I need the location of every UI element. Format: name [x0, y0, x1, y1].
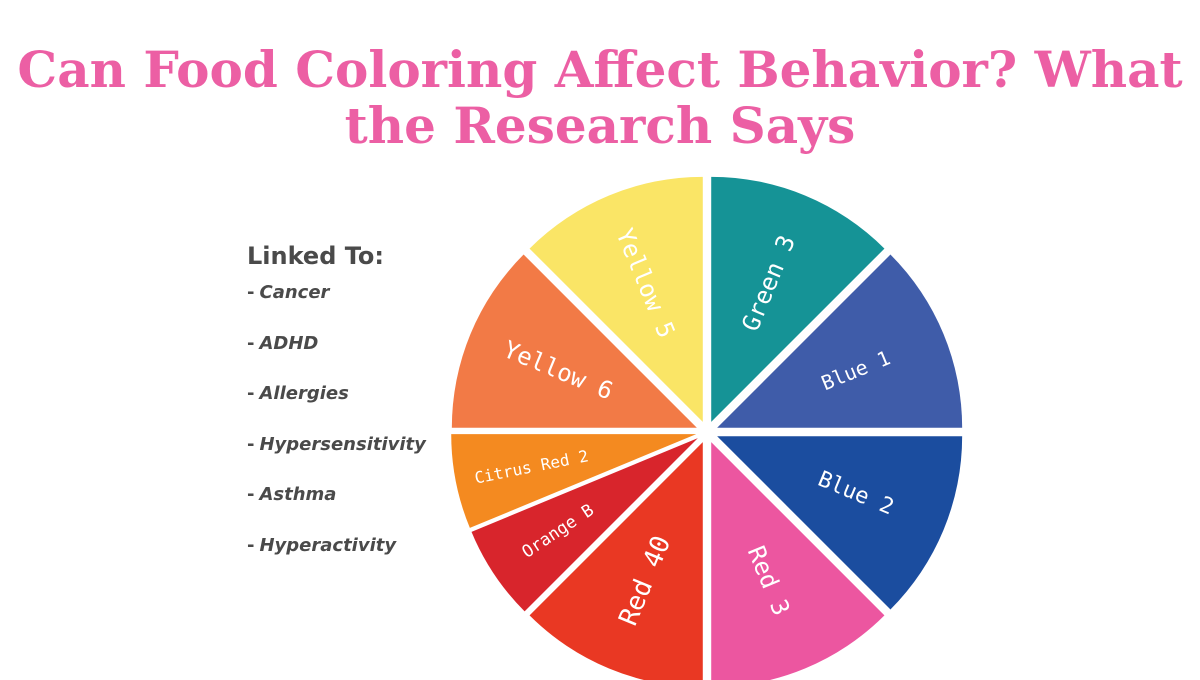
- linked-to-item: - Allergies: [247, 383, 467, 434]
- title-line-1: Can Food Coloring Affect Behavior? What: [17, 40, 1183, 99]
- linked-to-item: - Hyperactivity: [247, 535, 467, 586]
- pie-slice-orange-b: [471, 438, 698, 612]
- dash-glyph: -: [247, 433, 255, 455]
- linked-to-item-label: Hyperactivity: [259, 534, 397, 556]
- linked-to-item-label: Allergies: [259, 383, 349, 404]
- page-title: Can Food Coloring Affect Behavior? What …: [0, 42, 1200, 154]
- pie-slice-green-3: [711, 176, 885, 422]
- linked-to-item: - Cancer: [247, 282, 467, 333]
- pie-slice-red-40: [529, 442, 703, 680]
- linked-to-item: - ADHD: [247, 333, 467, 384]
- linked-to-item: - Asthma: [247, 484, 467, 535]
- pie-slice-citrus-red-2: [451, 434, 697, 528]
- dash-glyph: -: [247, 332, 255, 354]
- title-line-2: the Research Says: [344, 96, 856, 155]
- linked-to-item-label: Cancer: [259, 282, 330, 303]
- dash-glyph: -: [247, 282, 255, 303]
- pie-slice-yellow-5: [529, 176, 703, 422]
- linked-to-item-label: Hypersensitivity: [259, 433, 426, 455]
- pie-slice-blue-1: [717, 254, 963, 428]
- dash-glyph: -: [247, 383, 255, 404]
- linked-to-item: - Hypersensitivity: [247, 434, 467, 485]
- linked-to-item-label: ADHD: [259, 332, 319, 354]
- linked-to-list: - Cancer - ADHD - Allergies - Hypersensitivi…: [247, 282, 467, 585]
- dash-glyph: -: [247, 484, 255, 505]
- pie-slice-red-3: [711, 442, 885, 680]
- pie-slice-yellow-6: [451, 254, 697, 428]
- linked-to-item-label: Asthma: [259, 484, 337, 505]
- linked-to-heading: Linked To:: [247, 242, 385, 270]
- pie-slice-blue-2: [717, 436, 963, 610]
- dash-glyph: -: [247, 534, 255, 556]
- linked-to-panel: Linked To: - Cancer - ADHD - Allergies - Hyp…: [247, 242, 467, 585]
